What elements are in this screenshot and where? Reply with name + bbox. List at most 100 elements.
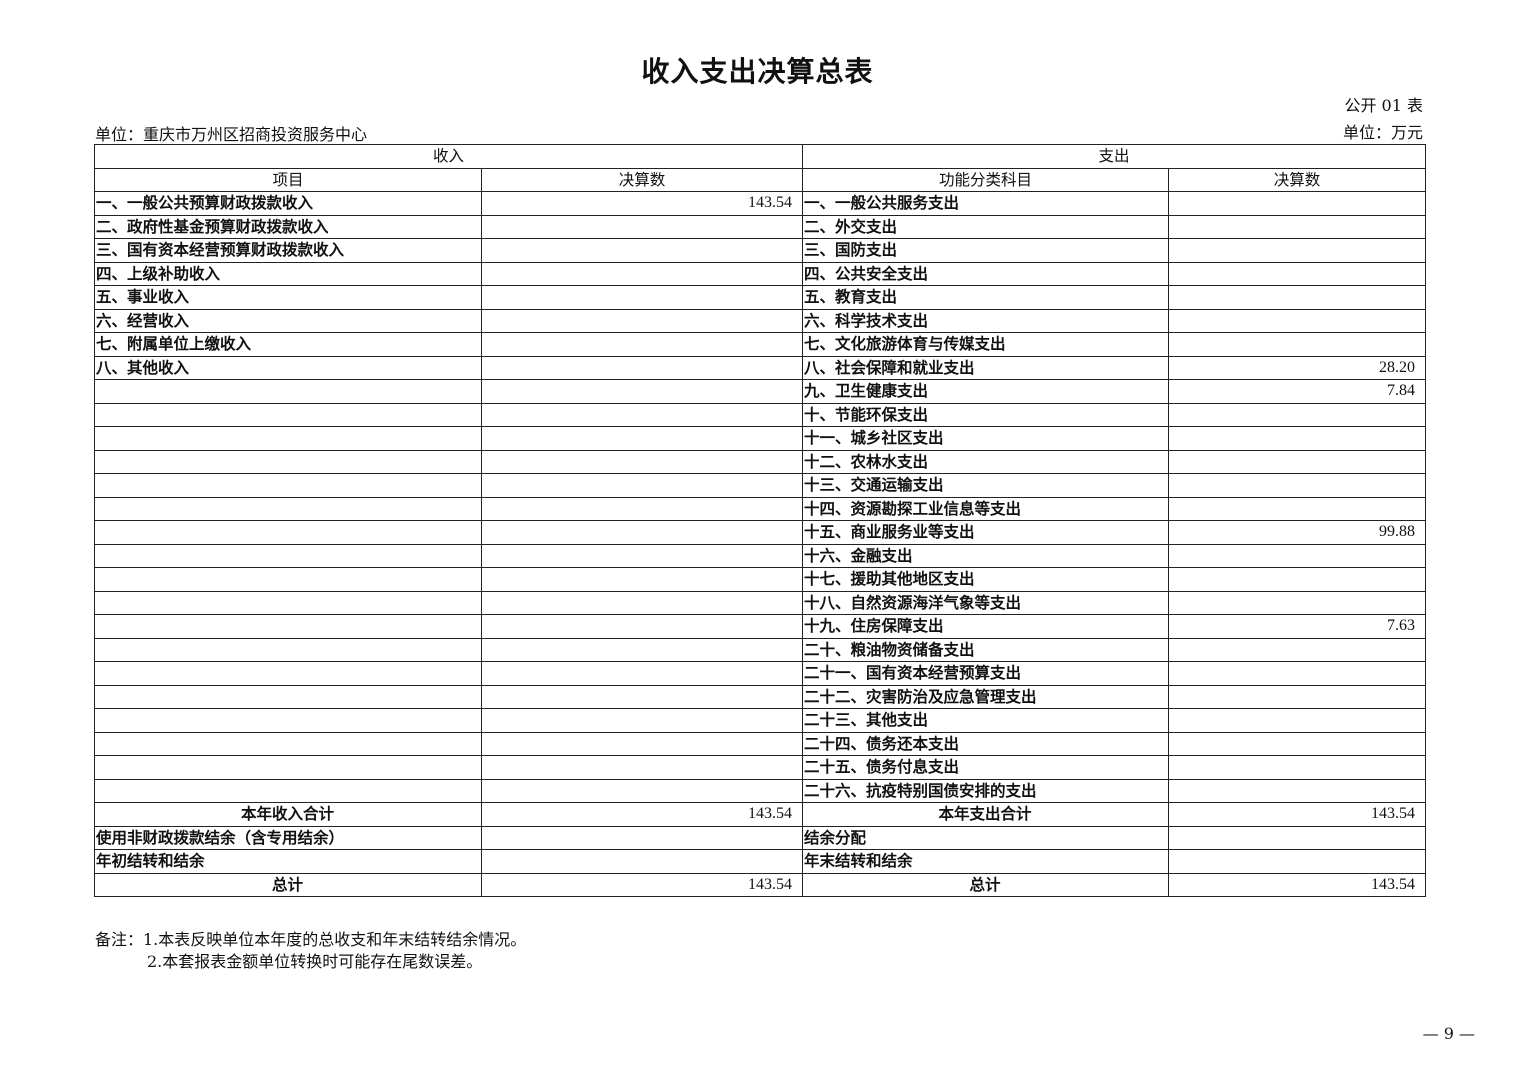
table-row: 十七、援助其他地区支出 (94, 567, 1427, 592)
form-number: 公开 01 表 (1344, 96, 1423, 115)
income-item (94, 426, 482, 451)
table-row: 九、卫生健康支出 7.84 (94, 379, 1427, 404)
expense-amount (1168, 214, 1427, 239)
expense-amount (1168, 426, 1427, 451)
expense-item: 二十、粮油物资储备支出 (802, 637, 1170, 662)
expense-item: 十六、金融支出 (802, 543, 1170, 568)
expense-amount (1168, 661, 1427, 686)
table-row: 二十五、债务付息支出 (94, 755, 1427, 780)
income-amount (480, 308, 804, 333)
expense-amount (1168, 825, 1427, 850)
header-row-columns: 项目 决算数 功能分类科目 决算数 (94, 167, 1427, 192)
expense-amount (1168, 755, 1427, 780)
income-amount (480, 355, 804, 380)
expense-amount (1168, 191, 1427, 216)
income-amount (480, 261, 804, 286)
income-item (94, 567, 482, 592)
note-line-2: 2.本套报表金额单位转换时可能存在尾数误差。 (147, 952, 483, 971)
income-item (94, 708, 482, 733)
income-amount: 143.54 (480, 872, 804, 897)
unit-organization: 单位：重庆市万州区招商投资服务中心 (95, 125, 368, 144)
income-item: 本年收入合计 (94, 802, 482, 827)
income-item: 总计 (94, 872, 482, 897)
expense-amount: 143.54 (1168, 802, 1427, 827)
table-row: 一、一般公共预算财政拨款收入 143.54 一、一般公共服务支出 (94, 191, 1427, 216)
table-row: 五、事业收入 五、教育支出 (94, 285, 1427, 310)
income-item: 六、经营收入 (94, 308, 482, 333)
expense-item: 四、公共安全支出 (802, 261, 1170, 286)
expense-amount (1168, 637, 1427, 662)
notes: 备注：1.本表反映单位本年度的总收支和年末结转结余情况。 2.本套报表金额单位转… (95, 929, 526, 973)
expense-item: 五、教育支出 (802, 285, 1170, 310)
income-item (94, 379, 482, 404)
income-item (94, 590, 482, 615)
expense-header: 支出 (802, 144, 1427, 169)
expense-amount (1168, 285, 1427, 310)
expense-item: 十九、住房保障支出 (802, 614, 1170, 639)
expense-amount (1168, 778, 1427, 803)
expense-item: 二十五、债务付息支出 (802, 755, 1170, 780)
expense-item: 九、卫生健康支出 (802, 379, 1170, 404)
income-amount (480, 520, 804, 545)
expense-amount: 7.63 (1168, 614, 1427, 639)
income-amount (480, 825, 804, 850)
income-amount: 143.54 (480, 191, 804, 216)
income-amount (480, 426, 804, 451)
table-row: 十、节能环保支出 (94, 402, 1427, 427)
table-row: 十一、城乡社区支出 (94, 426, 1427, 451)
income-item: 八、其他收入 (94, 355, 482, 380)
income-amount (480, 684, 804, 709)
expense-amount (1168, 684, 1427, 709)
income-item (94, 449, 482, 474)
expense-item: 七、文化旅游体育与传媒支出 (802, 332, 1170, 357)
income-amount (480, 402, 804, 427)
table-row: 二十六、抗疫特别国债安排的支出 (94, 778, 1427, 803)
expense-item: 十一、城乡社区支出 (802, 426, 1170, 451)
income-amount (480, 449, 804, 474)
income-amount (480, 590, 804, 615)
expense-item: 二十四、债务还本支出 (802, 731, 1170, 756)
col-header-function: 功能分类科目 (802, 167, 1170, 192)
expense-item: 二十一、国有资本经营预算支出 (802, 661, 1170, 686)
table-row: 十三、交通运输支出 (94, 473, 1427, 498)
income-expense-table: 收入 支出 项目 决算数 功能分类科目 决算数 一、一般公共预算财政拨款收入 14… (93, 144, 1427, 897)
income-amount (480, 543, 804, 568)
table-row: 十九、住房保障支出 7.63 (94, 614, 1427, 639)
expense-item: 十七、援助其他地区支出 (802, 567, 1170, 592)
expense-amount (1168, 590, 1427, 615)
table-row: 三、国有资本经营预算财政拨款收入 三、国防支出 (94, 238, 1427, 263)
income-amount (480, 614, 804, 639)
expense-item: 二十二、灾害防治及应急管理支出 (802, 684, 1170, 709)
income-item (94, 661, 482, 686)
expense-amount: 28.20 (1168, 355, 1427, 380)
income-amount: 143.54 (480, 802, 804, 827)
expense-amount (1168, 238, 1427, 263)
expense-item: 总计 (802, 872, 1170, 897)
income-item: 二、政府性基金预算财政拨款收入 (94, 214, 482, 239)
income-amount (480, 285, 804, 310)
expense-amount (1168, 308, 1427, 333)
expense-amount (1168, 567, 1427, 592)
expense-item: 二十三、其他支出 (802, 708, 1170, 733)
expense-item: 十三、交通运输支出 (802, 473, 1170, 498)
expense-amount (1168, 731, 1427, 756)
income-amount (480, 849, 804, 874)
income-item (94, 614, 482, 639)
page-number: — 9 — (1422, 1024, 1475, 1043)
unit-currency: 单位：万元 (1342, 123, 1423, 142)
income-amount (480, 214, 804, 239)
table-row: 十八、自然资源海洋气象等支出 (94, 590, 1427, 615)
expense-amount (1168, 402, 1427, 427)
income-amount (480, 731, 804, 756)
income-amount (480, 379, 804, 404)
income-item: 三、国有资本经营预算财政拨款收入 (94, 238, 482, 263)
expense-item: 十五、商业服务业等支出 (802, 520, 1170, 545)
table-row: 二十四、债务还本支出 (94, 731, 1427, 756)
expense-item: 三、国防支出 (802, 238, 1170, 263)
page-title: 收入支出决算总表 (641, 55, 874, 88)
table-row: 十六、金融支出 (94, 543, 1427, 568)
table-row: 七、附属单位上缴收入 七、文化旅游体育与传媒支出 (94, 332, 1427, 357)
income-amount (480, 496, 804, 521)
table-row: 总计 143.54 总计 143.54 (94, 872, 1427, 897)
table-row: 二十、粮油物资储备支出 (94, 637, 1427, 662)
